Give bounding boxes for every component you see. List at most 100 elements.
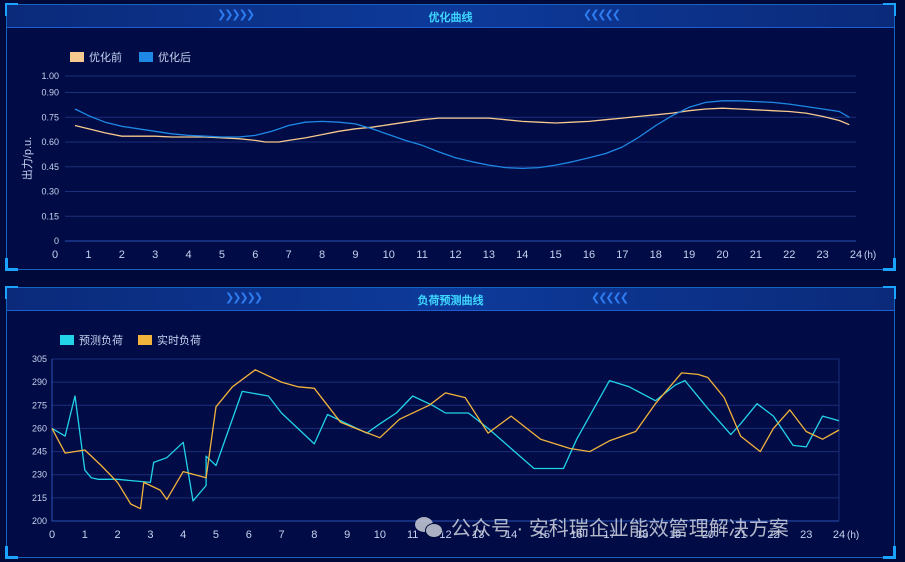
x-tick-label: 22 [767, 529, 779, 541]
x-tick-label: 23 [817, 249, 829, 261]
corner-decoration [5, 258, 18, 271]
x-tick-label: 15 [550, 249, 562, 261]
x-tick-label: 24 [850, 249, 862, 261]
y-tick-label: 0.30 [41, 187, 59, 197]
x-tick-label: 13 [472, 529, 484, 541]
chevron-right-icon: ❯❯❯❯❯ [225, 292, 263, 304]
legend-swatch [138, 335, 152, 345]
y-tick-label: 0.15 [41, 211, 59, 221]
corner-decoration [883, 3, 896, 16]
y-tick-label: 245 [32, 447, 47, 457]
x-tick-label: 5 [219, 249, 225, 261]
x-tick-label: 10 [374, 529, 386, 541]
series-line [74, 107, 850, 143]
x-tick-label: 5 [213, 529, 219, 541]
x-tick-label: 24 [833, 529, 845, 541]
x-tick-label: 9 [352, 249, 358, 261]
x-tick-label: 11 [416, 249, 427, 261]
y-tick-label: 275 [32, 400, 47, 410]
legend-label: 优化前 [89, 50, 122, 64]
panel-header: ❯❯❯❯❯ ❮❮❮❮❮ 负荷预测曲线 [7, 288, 894, 311]
x-tick-label: 1 [85, 249, 91, 261]
x-tick-label: 21 [735, 529, 747, 541]
legend-swatch [70, 52, 84, 62]
y-tick-label: 230 [32, 470, 47, 480]
legend-swatch [60, 335, 74, 345]
corner-decoration [5, 3, 18, 16]
x-tick-label: 7 [286, 249, 292, 261]
x-tick-label: 13 [483, 249, 495, 261]
chevron-left-icon: ❮❮❮❮❮ [591, 292, 629, 304]
x-tick-label: 17 [603, 529, 615, 541]
panel-title: 负荷预测曲线 [417, 295, 484, 307]
x-tick-label: 15 [538, 529, 550, 541]
x-axis-unit: (h) [847, 530, 859, 541]
x-tick-label: 23 [800, 529, 812, 541]
y-tick-label: 0 [54, 236, 59, 246]
x-tick-label: 17 [616, 249, 628, 261]
y-tick-label: 215 [32, 493, 47, 503]
chevron-right-icon: ❯❯❯❯❯ [217, 9, 255, 21]
x-tick-label: 21 [750, 249, 762, 261]
corner-decoration [883, 546, 896, 559]
x-tick-label: 8 [311, 529, 317, 541]
load-forecast-panel: ❯❯❯❯❯ ❮❮❮❮❮ 负荷预测曲线 200 215 230 245 260 275 290… [5, 286, 896, 559]
legend-label: 优化后 [158, 50, 191, 64]
series-line [51, 369, 840, 510]
x-axis-unit: (h) [864, 250, 876, 261]
x-tick-label: 9 [344, 529, 350, 541]
x-tick-label: 0 [49, 529, 55, 541]
optimization-panel: ❯❯❯❯❯ ❮❮❮❮❮ 优化曲线 0 0.15 0.30 0.45 0.60 0.75 0.… [5, 3, 896, 271]
x-tick-label: 7 [278, 529, 284, 541]
y-axis-label: 出力/p.u. [20, 137, 34, 180]
x-tick-label: 19 [683, 249, 695, 261]
y-tick-label: 200 [32, 516, 47, 526]
x-tick-label: 3 [152, 249, 158, 261]
corner-decoration [5, 546, 18, 559]
watermark-text: 公众号 · 安科瑞企业能效管理解决方案 [451, 518, 789, 540]
y-tick-label: 0.90 [41, 88, 59, 98]
x-tick-label: 8 [319, 249, 325, 261]
x-tick-label: 19 [669, 529, 681, 541]
x-tick-label: 1 [82, 529, 88, 541]
panel-title: 优化曲线 [428, 12, 473, 24]
x-tick-label: 3 [147, 529, 153, 541]
x-tick-label: 11 [407, 529, 418, 541]
y-tick-label: 0.75 [41, 112, 59, 122]
x-tick-label: 14 [505, 529, 517, 541]
corner-decoration [5, 286, 18, 299]
y-tick-label: 0.60 [41, 137, 59, 147]
wechat-icon [415, 516, 443, 538]
legend-swatch [139, 52, 153, 62]
x-tick-label: 20 [716, 249, 728, 261]
series-line [51, 379, 840, 502]
corner-decoration [883, 286, 896, 299]
x-tick-label: 6 [252, 249, 258, 261]
x-tick-label: 6 [246, 529, 252, 541]
panel-header: ❯❯❯❯❯ ❮❮❮❮❮ 优化曲线 [7, 5, 894, 28]
y-tick-label: 0.45 [41, 162, 59, 172]
x-tick-label: 18 [650, 249, 662, 261]
y-tick-label: 1.00 [41, 71, 59, 81]
corner-decoration [883, 258, 896, 271]
series-line [74, 100, 850, 170]
x-tick-label: 2 [119, 249, 125, 261]
x-tick-label: 4 [185, 249, 191, 261]
x-tick-label: 12 [449, 249, 461, 261]
x-tick-label: 16 [583, 249, 595, 261]
x-tick-label: 4 [180, 529, 186, 541]
x-tick-label: 10 [383, 249, 395, 261]
optimization-chart: 00.150.300.450.600.750.901.000 1 2 3 4 5 6 7 8 9 1… [20, 50, 876, 261]
y-tick-label: 305 [32, 354, 47, 364]
x-tick-label: 2 [115, 529, 121, 541]
x-tick-label: 20 [702, 529, 714, 541]
watermark: 公众号 · 安科瑞企业能效管理解决方案 [415, 512, 789, 541]
chevron-left-icon: ❮❮❮❮❮ [583, 9, 621, 21]
legend-label: 实时负荷 [157, 333, 201, 347]
y-tick-label: 290 [32, 377, 47, 387]
x-tick-label: 22 [783, 249, 795, 261]
x-tick-label: 16 [571, 529, 583, 541]
x-tick-label: 0 [52, 249, 58, 261]
x-tick-label: 18 [636, 529, 648, 541]
